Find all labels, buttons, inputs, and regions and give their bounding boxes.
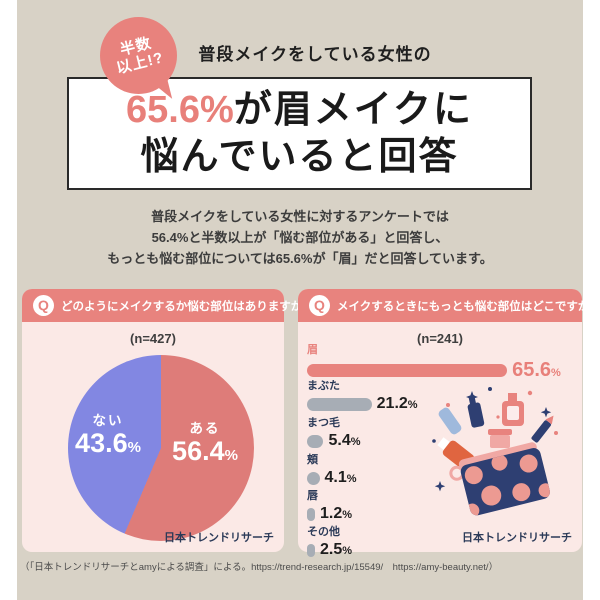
makeup-pouch-icon: [449, 442, 552, 517]
pie-slice-label-nai: ない 43.6%: [75, 413, 141, 458]
bar-row-2: まぶた 21.2%: [307, 377, 418, 413]
bar-sample-size: (n=241): [417, 331, 463, 346]
bar-segment: [307, 543, 315, 557]
summary-line3: もっとも悩む部位については65.6%が「眉」だと回答しています。: [107, 251, 493, 267]
source-label: 日本トレンドリサーチ: [164, 532, 274, 544]
bar-value-label: 4.1%: [324, 469, 357, 486]
headline-line2: 悩んでいると回答: [140, 135, 459, 178]
bar-chart: 眉 65.6% まぶた 21.2% まつ毛 5.4% 頬 4.1% 唇 1.2% その他 2.5%: [298, 289, 582, 558]
citation-text: （「日本トレンドリサーチとamyによる調査」による。https://trend-…: [20, 562, 499, 573]
bar-category-label: 頬: [307, 454, 318, 466]
bar-value-label: 2.5%: [320, 541, 353, 558]
bar-segment: [307, 397, 372, 411]
bar-segment: [307, 507, 315, 521]
headline-percentage: 65.6%: [126, 89, 234, 132]
pie-card-header: Q どのようにメイクするか悩む部位はありますか?: [22, 289, 309, 322]
headline-box: 65.6%が眉メイクに 悩んでいると回答: [67, 77, 532, 190]
bar-row-5: 唇 1.2%: [307, 487, 352, 523]
cosmetics-illustration: [432, 387, 558, 517]
bar-segment: [307, 471, 320, 485]
lead-text: 普段メイクをしている女性の: [198, 45, 432, 64]
pie-chart-card: Q どのようにメイクするか悩む部位はありますか? (n=427) ある 56.4…: [22, 289, 309, 552]
question-icon: Q: [33, 295, 54, 316]
bar-value-label: 5.4%: [328, 432, 361, 449]
bar-row-6: その他 2.5%: [307, 523, 352, 559]
bar-value-label: 1.2%: [320, 505, 353, 522]
badge-text: 半数 以上!?: [111, 33, 166, 78]
headline-rest: が眉メイクに: [233, 89, 473, 132]
blue-tube-icon: [438, 407, 462, 435]
bar-segment: [307, 434, 324, 448]
bar-category-label: 眉: [307, 344, 318, 356]
bar-row-1: 眉 65.6%: [307, 341, 561, 382]
dot-icon: [432, 387, 558, 443]
bar-card-header: Q メイクするときにもっとも悩む部位はどこですか?: [298, 289, 596, 322]
summary-line2: 56.4%と半数以上が「悩む部位がある」と回答し、: [151, 230, 449, 246]
half-or-more-badge: 半数 以上!?: [100, 17, 177, 103]
bar-category-label: まつ毛: [307, 417, 340, 429]
pie-sample-size: (n=427): [130, 331, 176, 346]
bar-card-question: メイクするときにもっとも悩む部位はどこですか?: [337, 300, 597, 313]
pie-chart: [68, 355, 254, 541]
bar-category-label: 唇: [307, 490, 318, 502]
bar-chart-card: Q メイクするときにもっとも悩む部位はどこですか? (n=241) 眉 65.6%…: [298, 289, 596, 558]
bar-value-label: 65.6%: [512, 359, 561, 381]
perfume-bottle-icon: [502, 393, 524, 426]
bar-category-label: その他: [307, 526, 340, 538]
headline-line1: 65.6%が眉メイクに: [126, 87, 473, 133]
eyeliner-pencil-icon: [531, 415, 554, 443]
source-label: 日本トレンドリサーチ: [462, 532, 572, 544]
pie-slice-label-aru: ある 56.4%: [172, 421, 238, 466]
bar-value-label: 21.2%: [376, 395, 418, 412]
bar-row-4: 頬 4.1%: [307, 451, 357, 487]
bar-category-label: まぶた: [307, 380, 340, 392]
cream-jar-icon: [488, 429, 512, 448]
bar-segment: [307, 364, 508, 377]
summary-paragraph: 普段メイクをしている女性に対するアンケートでは 56.4%と半数以上が「悩む部位…: [0, 206, 600, 269]
summary-line1: 普段メイクをしている女性に対するアンケートでは: [151, 209, 449, 224]
bar-row-3: まつ毛 5.4%: [307, 414, 361, 450]
pie-card-question: どのようにメイクするか悩む部位はありますか?: [61, 300, 310, 313]
question-icon: Q: [309, 295, 330, 316]
navy-bottle-icon: [467, 394, 485, 428]
